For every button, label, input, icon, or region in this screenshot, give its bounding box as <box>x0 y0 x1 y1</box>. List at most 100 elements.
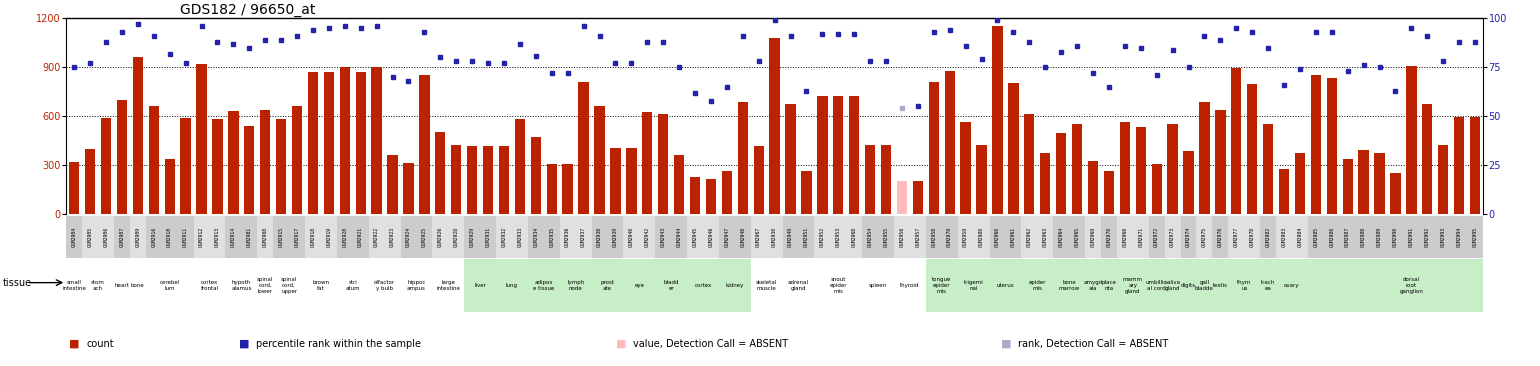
Text: digits: digits <box>1181 283 1197 288</box>
Text: tissue: tissue <box>3 278 32 288</box>
Bar <box>750 216 782 258</box>
Bar <box>293 107 302 214</box>
Text: count: count <box>86 339 114 349</box>
Text: rank, Detection Call = ABSENT: rank, Detection Call = ABSENT <box>1018 339 1169 349</box>
Bar <box>990 216 1021 258</box>
Text: GSM2992: GSM2992 <box>1424 227 1429 247</box>
Bar <box>180 118 191 214</box>
Text: mamm
ary
gland: mamm ary gland <box>1123 277 1143 294</box>
Bar <box>114 259 129 312</box>
Bar <box>400 259 433 312</box>
Text: percentile rank within the sample: percentile rank within the sample <box>256 339 420 349</box>
Bar <box>862 259 895 312</box>
Text: kidney: kidney <box>725 283 744 288</box>
Bar <box>1152 164 1161 214</box>
Bar <box>862 216 895 258</box>
Text: trigemi
nal: trigemi nal <box>964 280 984 291</box>
Bar <box>1307 216 1515 258</box>
Text: GSM2944: GSM2944 <box>676 227 682 247</box>
Text: GSM2924: GSM2924 <box>407 227 411 247</box>
Bar <box>687 259 719 312</box>
Text: GSM2976: GSM2976 <box>1218 227 1223 247</box>
Bar <box>194 216 225 258</box>
Text: spinal
cord,
lower: spinal cord, lower <box>257 277 274 294</box>
Text: GSM2939: GSM2939 <box>613 227 618 247</box>
Text: large
intestine: large intestine <box>436 280 460 291</box>
Bar <box>436 132 445 214</box>
Bar <box>865 145 875 214</box>
Bar <box>368 259 400 312</box>
Bar <box>496 216 528 258</box>
Bar <box>1181 216 1197 258</box>
Text: GSM2968: GSM2968 <box>852 227 856 247</box>
Text: GSM2910: GSM2910 <box>168 227 172 247</box>
Text: GSM2951: GSM2951 <box>804 227 808 247</box>
Text: prost
ate: prost ate <box>601 280 614 291</box>
Bar <box>782 259 815 312</box>
Bar <box>705 179 716 214</box>
Text: GSM2965: GSM2965 <box>1075 227 1080 247</box>
Bar <box>1164 259 1181 312</box>
Bar <box>926 259 958 312</box>
Text: GSM2960: GSM2960 <box>995 227 999 247</box>
Bar <box>1212 216 1229 258</box>
Bar <box>260 110 271 214</box>
Bar <box>881 145 892 214</box>
Bar <box>1229 216 1260 258</box>
Text: GSM2911: GSM2911 <box>183 227 188 247</box>
Text: GSM2925: GSM2925 <box>422 227 427 247</box>
Bar <box>245 126 254 214</box>
Bar <box>895 216 926 258</box>
Bar <box>896 182 907 214</box>
Text: GSM2981: GSM2981 <box>246 227 251 247</box>
Bar <box>591 259 624 312</box>
Bar <box>528 259 559 312</box>
Text: ovary: ovary <box>1284 283 1300 288</box>
Text: GSM2909: GSM2909 <box>136 227 140 247</box>
Bar <box>849 96 859 214</box>
Bar <box>464 216 496 258</box>
Text: GSM2954: GSM2954 <box>867 227 873 247</box>
Bar <box>929 82 939 214</box>
Bar <box>451 145 462 214</box>
Bar <box>1181 259 1197 312</box>
Bar <box>610 148 621 214</box>
Text: GSM2982: GSM2982 <box>1266 227 1270 247</box>
Bar <box>961 122 970 214</box>
Bar <box>1230 68 1241 214</box>
Bar <box>433 259 464 312</box>
Bar <box>992 26 1003 214</box>
Bar <box>1101 259 1116 312</box>
Text: GSM2994: GSM2994 <box>1457 227 1461 247</box>
Bar <box>464 259 496 312</box>
Bar <box>591 216 624 258</box>
Bar <box>926 216 958 258</box>
Text: GSM2948: GSM2948 <box>741 227 745 247</box>
Bar <box>1072 124 1083 214</box>
Bar <box>1307 259 1515 312</box>
Bar <box>1406 67 1417 214</box>
Text: GSM2908: GSM2908 <box>263 227 268 247</box>
Bar <box>1053 259 1086 312</box>
Bar <box>990 259 1021 312</box>
Bar <box>976 145 987 214</box>
Text: GSM2918: GSM2918 <box>311 227 316 247</box>
Bar <box>85 149 95 214</box>
Text: GSM2937: GSM2937 <box>581 227 587 247</box>
Bar <box>1086 259 1101 312</box>
Text: GSM2904: GSM2904 <box>72 227 77 247</box>
Text: GSM2964: GSM2964 <box>1058 227 1064 247</box>
Bar <box>484 146 493 214</box>
Text: stom
ach: stom ach <box>91 280 105 291</box>
Bar <box>559 259 591 312</box>
Text: GSM2956: GSM2956 <box>899 227 904 247</box>
Bar <box>1053 216 1086 258</box>
Text: GSM2933: GSM2933 <box>517 227 522 247</box>
Bar <box>815 259 862 312</box>
Text: GDS182 / 96650_at: GDS182 / 96650_at <box>180 3 316 17</box>
Bar <box>197 64 206 214</box>
Text: GSM2940: GSM2940 <box>628 227 634 247</box>
Bar <box>276 119 286 214</box>
Text: GSM2953: GSM2953 <box>836 227 841 247</box>
Bar <box>1247 85 1257 214</box>
